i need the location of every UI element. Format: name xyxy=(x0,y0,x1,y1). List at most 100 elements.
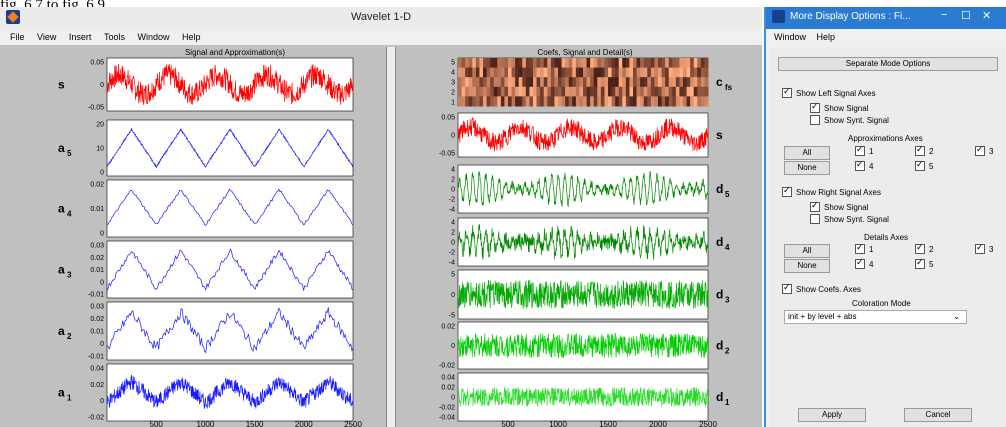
menu-window[interactable]: Window xyxy=(137,32,170,42)
y-tick-label: 0 xyxy=(100,82,104,89)
approx-all-button[interactable]: All xyxy=(784,146,830,160)
heatmap-cell xyxy=(586,77,591,88)
heatmap-cell xyxy=(525,77,530,88)
heatmap-cell xyxy=(697,96,702,107)
panel-divider[interactable] xyxy=(386,47,396,427)
approx-4-checkbox[interactable]: 4 xyxy=(855,159,873,172)
options-panel: Separate Mode Options Show Left Signal A… xyxy=(770,47,1006,427)
heatmap-cell xyxy=(533,67,538,78)
heatmap-cell xyxy=(486,96,491,107)
heatmap-cell xyxy=(668,96,673,107)
minimize-icon[interactable]: − xyxy=(941,9,948,21)
coloration-mode-select[interactable]: init + by level + abs ⌄ xyxy=(784,310,967,324)
heatmap-cell xyxy=(547,96,552,107)
main-title-bar: Wavelet 1-D xyxy=(0,7,762,29)
heatmap-cell xyxy=(511,86,516,97)
heatmap-cell xyxy=(611,77,616,88)
approx-1-checkbox[interactable]: 1 xyxy=(855,144,873,157)
axes-d5[interactable] xyxy=(457,164,709,214)
heatmap-cell xyxy=(540,58,545,69)
show-signal-right-checkbox[interactable]: Show Signal xyxy=(810,200,868,213)
menu-view[interactable]: View xyxy=(37,32,57,42)
heatmap-cell xyxy=(547,67,552,78)
y-tick-label: 0 xyxy=(100,231,104,238)
heatmap-cell xyxy=(500,67,505,78)
heatmap-cell xyxy=(686,86,691,97)
heatmap-cell xyxy=(486,58,491,69)
close-icon[interactable]: ✕ xyxy=(982,10,992,22)
heatmap-cell xyxy=(483,58,488,69)
heatmap-cell xyxy=(500,86,505,97)
approx-3-checkbox[interactable]: 3 xyxy=(975,144,993,157)
heatmap-cell xyxy=(590,77,595,88)
show-synt-signal-right-checkbox[interactable]: Show Synt. Signal xyxy=(810,214,889,225)
show-coefs-axes-checkbox[interactable]: Show Coefs. Axes xyxy=(782,282,861,295)
show-signal-left-checkbox[interactable]: Show Signal xyxy=(810,101,868,114)
approx-none-button[interactable]: None xyxy=(784,161,830,175)
x-tick-label: 1500 xyxy=(599,420,617,427)
details-4-checkbox[interactable]: 4 xyxy=(855,257,873,270)
heatmap-cell xyxy=(590,86,595,97)
menu-file[interactable]: File xyxy=(10,32,25,42)
heatmap-cell xyxy=(618,96,623,107)
approx-5-checkbox[interactable]: 5 xyxy=(915,159,933,172)
details-3-checkbox[interactable]: 3 xyxy=(975,242,993,255)
show-right-signal-axes-checkbox[interactable]: Show Right Signal Axes xyxy=(782,185,881,198)
menu-window[interactable]: Window xyxy=(774,32,807,42)
axis-label-d3: d xyxy=(716,288,723,302)
heatmap-cell xyxy=(668,77,673,88)
heatmap-cell xyxy=(633,77,638,88)
approx-2-checkbox[interactable]: 2 xyxy=(915,144,933,157)
heatmap-cell xyxy=(529,67,534,78)
menu-help[interactable]: Help xyxy=(182,32,201,42)
heatmap-cell xyxy=(683,86,688,97)
heatmap-cell xyxy=(479,58,484,69)
heatmap-cell xyxy=(522,96,527,107)
axis-label-a2: a xyxy=(58,324,65,338)
heatmap-cell xyxy=(640,77,645,88)
details-all-button[interactable]: All xyxy=(784,244,830,258)
apply-button[interactable]: Apply xyxy=(798,408,866,422)
heatmap-cell xyxy=(565,67,570,78)
heatmap-cell xyxy=(554,77,559,88)
axis-label-a4: a xyxy=(58,202,65,216)
heatmap-cell xyxy=(468,58,473,69)
separate-mode-options-button[interactable]: Separate Mode Options xyxy=(778,57,998,71)
show-synt-signal-left-checkbox[interactable]: Show Synt. Signal xyxy=(810,115,889,126)
axes-a4[interactable] xyxy=(106,179,354,238)
heatmap-cell xyxy=(658,86,663,97)
heatmap-cell xyxy=(579,67,584,78)
heatmap-cell xyxy=(533,86,538,97)
heatmap-cell xyxy=(675,86,680,97)
heatmap-cell xyxy=(683,96,688,107)
heatmap-cell xyxy=(597,67,602,78)
cancel-button[interactable]: Cancel xyxy=(904,408,972,422)
y-tick-label: 5 xyxy=(451,272,455,279)
series-line-d5 xyxy=(457,171,709,208)
heatmap-cell xyxy=(697,67,702,78)
y-tick-label: 0.01 xyxy=(90,206,104,213)
heatmap-cell xyxy=(575,67,580,78)
heatmap-cell xyxy=(600,58,605,69)
details-none-button[interactable]: None xyxy=(784,259,830,273)
heatmap-cell xyxy=(479,77,484,88)
series-line-a5 xyxy=(106,127,354,169)
show-left-signal-axes-checkbox[interactable]: Show Left Signal Axes xyxy=(782,86,876,99)
heatmap-cell xyxy=(465,96,470,107)
details-5-checkbox[interactable]: 5 xyxy=(915,257,933,270)
heatmap-cell xyxy=(515,86,520,97)
details-1-checkbox[interactable]: 1 xyxy=(855,242,873,255)
maximize-icon[interactable]: ☐ xyxy=(961,10,971,22)
menu-help[interactable]: Help xyxy=(816,32,836,42)
details-2-checkbox[interactable]: 2 xyxy=(915,242,933,255)
heatmap-cell xyxy=(590,96,595,107)
heatmap-cell xyxy=(475,77,480,88)
heatmap-cell xyxy=(550,86,555,97)
heatmap-cell xyxy=(679,67,684,78)
heatmap-cell xyxy=(543,77,548,88)
menu-insert[interactable]: Insert xyxy=(68,32,92,42)
axes-a2[interactable] xyxy=(106,301,354,361)
heatmap-cell xyxy=(468,96,473,107)
heatmap-cell xyxy=(568,77,573,88)
menu-tools[interactable]: Tools xyxy=(103,32,125,42)
